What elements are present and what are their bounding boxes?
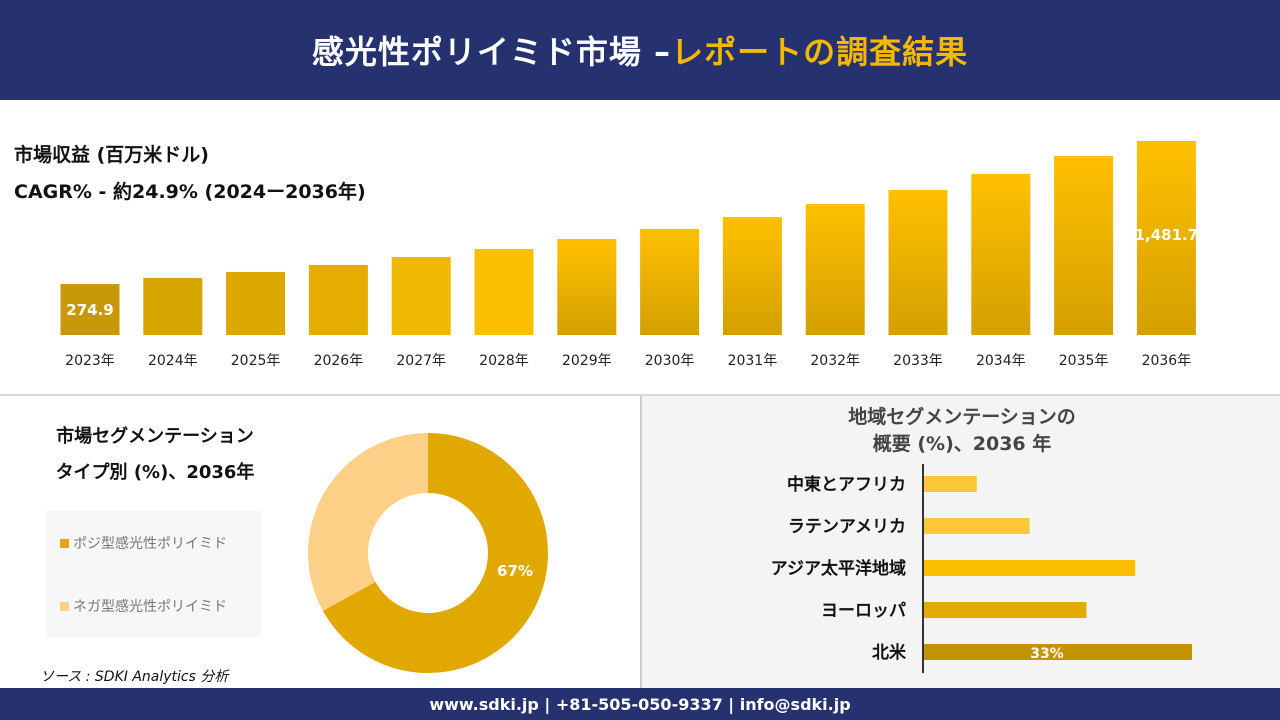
donut-legend: ポジ型感光性ポリイミド ネガ型感光性ポリイミド	[46, 511, 261, 637]
data-label: 33%	[1030, 646, 1064, 662]
bar	[60, 284, 120, 335]
source-note: ソース : SDKI Analytics 分析	[40, 669, 229, 685]
legend-item: ネガ型感光性ポリイミド	[60, 596, 227, 616]
bar	[1054, 155, 1114, 335]
data-label: 1,481.7	[1135, 226, 1199, 244]
bar	[722, 216, 782, 335]
category-label: 北米	[872, 642, 907, 663]
bar	[924, 602, 1087, 618]
type-donut-chart: 67%	[307, 433, 548, 673]
bar	[971, 173, 1031, 335]
segment-title-line1: 市場セグメンテーション	[56, 426, 254, 447]
x-tick-label: 2028年	[479, 353, 529, 369]
x-tick-label: 2033年	[893, 353, 943, 369]
bar	[924, 518, 1030, 534]
bar	[640, 228, 700, 335]
footer-contact: www.sdki.jp | +81-505-050-9337 | info@sd…	[0, 688, 1280, 720]
region-title-line2: 概要 (%)、2036 年	[872, 433, 1052, 455]
x-tick-label: 2030年	[645, 353, 695, 369]
revenue-bar-chart: 2023年 274.9 2024年 2025年 2026年 2027年 2028年 2029年…	[60, 141, 1199, 369]
bar	[557, 238, 617, 335]
segment-title-line2: タイプ別 (%)、2036年	[55, 462, 255, 483]
bar	[805, 203, 865, 335]
x-tick-label: 2023年	[65, 353, 115, 369]
title-main: 感光性ポリイミド市場 –	[311, 33, 672, 71]
x-tick-label: 2031年	[728, 353, 778, 369]
legend-label: ポジ型感光性ポリイミド	[73, 536, 227, 552]
category-label: ヨーロッパ	[821, 601, 906, 621]
data-label: 67%	[497, 562, 533, 580]
x-tick-label: 2026年	[314, 353, 364, 369]
x-tick-label: 2035年	[1059, 353, 1109, 369]
bar	[1136, 141, 1196, 335]
x-tick-label: 2027年	[396, 353, 446, 369]
category-label: 中東とアフリカ	[787, 474, 906, 495]
category-label: ラテンアメリカ	[788, 517, 906, 537]
legend-swatch	[60, 538, 69, 548]
donut-slice	[322, 433, 548, 673]
x-tick-label: 2032年	[810, 353, 860, 369]
bar	[226, 271, 286, 335]
bar	[888, 189, 948, 335]
legend-label: ネガ型感光性ポリイミド	[73, 599, 227, 615]
region-panel: 地域セグメンテーションの 概要 (%)、2036 年 中東とアフリカ ラテンアメリカ…	[640, 396, 1280, 688]
category-label: アジア太平洋地域	[771, 558, 906, 579]
bar	[924, 644, 1192, 660]
x-tick-label: 2029年	[562, 353, 612, 369]
divider	[0, 394, 1280, 396]
header-banner: 感光性ポリイミド市場 – レポートの調査結果	[0, 0, 1280, 100]
bar	[308, 264, 368, 335]
revenue-title: 市場収益 (百万米ドル)	[14, 144, 209, 166]
bar	[143, 277, 203, 335]
x-tick-label: 2036年	[1142, 353, 1192, 369]
x-tick-label: 2025年	[231, 353, 281, 369]
x-tick-label: 2024年	[148, 353, 198, 369]
region-title: 地域セグメンテーションの 概要 (%)、2036 年	[642, 404, 1280, 458]
donut-slice	[307, 433, 428, 611]
bar	[474, 248, 534, 335]
legend-swatch	[60, 601, 69, 611]
legend-item: ポジ型感光性ポリイミド	[60, 533, 227, 553]
data-label: 274.9	[66, 301, 113, 319]
cagr-text: CAGR% - 約24.9% (2024ー2036年)	[14, 181, 366, 203]
bar	[924, 560, 1136, 576]
bar	[924, 476, 977, 492]
bar	[391, 257, 451, 335]
title-accent: レポートの調査結果	[671, 33, 969, 71]
x-tick-label: 2034年	[976, 353, 1026, 369]
region-title-line1: 地域セグメンテーションの	[848, 406, 1076, 428]
